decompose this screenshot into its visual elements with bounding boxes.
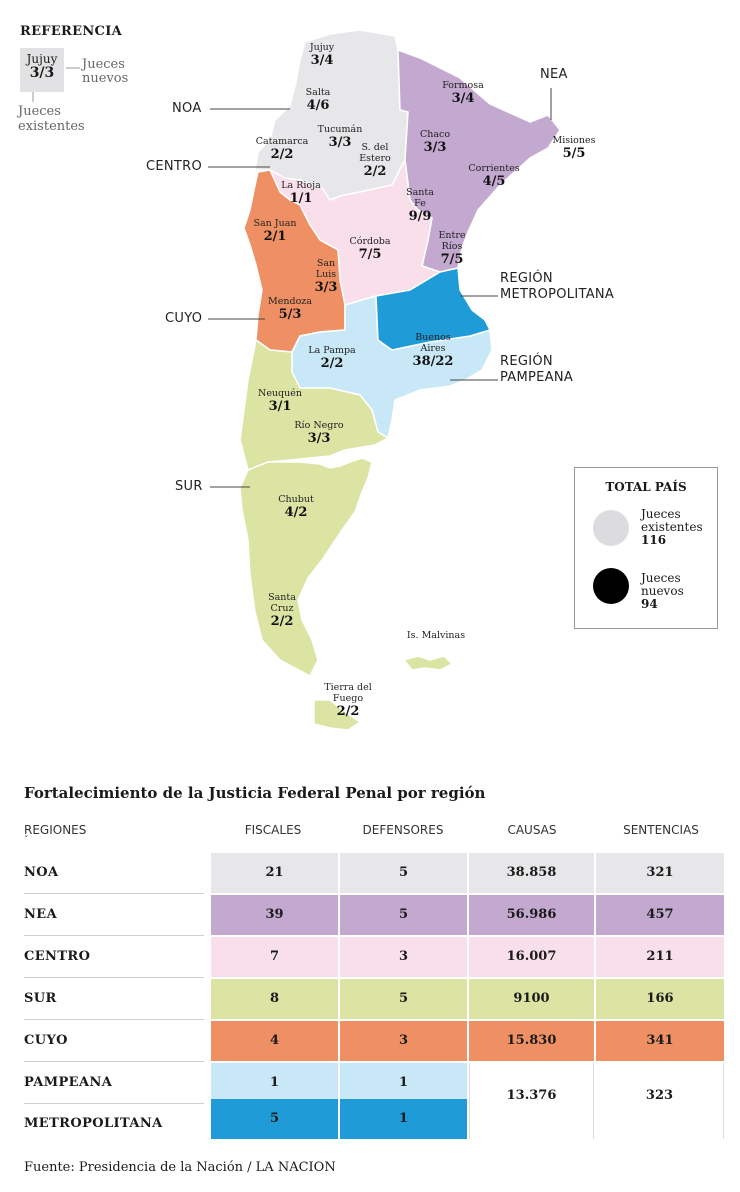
legend-new-label: Jueces nuevos — [82, 57, 129, 86]
province-tucuman: Tucumán 3/3 — [317, 124, 363, 150]
new-judges-dot — [593, 568, 629, 604]
legend-connectors — [66, 67, 80, 69]
row-divider — [24, 977, 204, 978]
legend-connector-existing — [32, 92, 34, 102]
total-new: Jueces nuevos 94 — [641, 572, 711, 611]
legend-sample-value: 3/3 — [29, 65, 55, 81]
province-la-pampa: La Pampa 2/2 — [308, 345, 356, 371]
legend-existing-label: Jueces existentes — [18, 104, 85, 134]
province-misiones: Misiones 5/5 — [552, 135, 596, 161]
row-divider — [24, 935, 204, 936]
cell-noa-sentencias: 321 — [596, 853, 724, 893]
cell-centro-sentencias: 211 — [596, 937, 724, 977]
region-label-sur: SUR — [175, 479, 203, 494]
province-corrientes: Corrientes 4/5 — [468, 163, 520, 189]
header-fiscales: FISCALES — [244, 823, 302, 837]
province-san-luis: San Luis 3/3 — [314, 258, 338, 295]
header-sentencias: SENTENCIAS — [623, 823, 699, 837]
region-label-cuyo: CUYO — [165, 311, 203, 326]
cell-metropolitana-fiscales: 5 — [211, 1099, 338, 1139]
row-divider — [24, 1103, 204, 1104]
region-label-pampeana: REGIÓN PAMPEANA — [500, 354, 574, 385]
malvinas-shape — [403, 655, 453, 671]
source-note: Fuente: Presidencia de la Nación / LA NA… — [24, 1160, 336, 1175]
row-label-noa: NOA — [24, 865, 59, 880]
cell-pampeana-fiscales: 1 — [211, 1063, 338, 1103]
province-entre-rios: Entre Ríos 7/5 — [438, 230, 466, 267]
province-santa-cruz: Santa Cruz 2/2 — [268, 592, 296, 629]
header-regiones: REGIONES — [24, 823, 87, 837]
total-new-value: 94 — [641, 597, 658, 611]
row-divider — [24, 1061, 204, 1062]
province-chaco: Chaco 3/3 — [419, 129, 451, 155]
region-label-metropolitana: REGIÓN METROPOLITANA — [500, 271, 615, 302]
province-tierra-del-fuego: Tierra del Fuego 2/2 — [324, 682, 372, 719]
province-santiago-del-estero: S. del Estero 2/2 — [359, 142, 391, 179]
cell-sur-causas: 9100 — [469, 979, 594, 1019]
region-label-noa: NOA — [172, 101, 202, 116]
cell-nea-sentencias: 457 — [596, 895, 724, 935]
cell-noa-causas: 38.858 — [469, 853, 594, 893]
province-jujuy: Jujuy 3/4 — [309, 42, 335, 68]
province-mendoza: Mendoza 5/3 — [268, 296, 312, 322]
province-neuquen: Neuquén 3/1 — [258, 388, 302, 414]
row-label-sur: SUR — [24, 991, 57, 1006]
region-sur-tdf-shape — [313, 699, 361, 731]
province-chubut: Chubut 4/2 — [278, 494, 314, 520]
header-causas: CAUSAS — [507, 823, 557, 837]
cell-cuyo-fiscales: 4 — [211, 1021, 338, 1061]
total-existing-value: 116 — [641, 533, 667, 547]
province-rio-negro: Río Negro 3/3 — [294, 420, 344, 446]
cell-sur-sentencias: 166 — [596, 979, 724, 1019]
cell-centro-causas: 16.007 — [469, 937, 594, 977]
argentina-map — [208, 29, 561, 731]
province-formosa: Formosa 3/4 — [442, 80, 484, 106]
cell-sur-fiscales: 8 — [211, 979, 338, 1019]
province-buenos-aires: Buenos Aires 38/22 — [412, 332, 454, 369]
sort-chevron-icon[interactable]: ˇ — [24, 836, 29, 846]
total-pais-box: TOTAL PAÍS Jueces existentes 116 Jueces n… — [574, 467, 718, 629]
cell-sur-defensores: 5 — [340, 979, 467, 1019]
legend-sample-province: Jujuy — [26, 52, 58, 66]
cell-nea-causas: 56.986 — [469, 895, 594, 935]
total-title: TOTAL PAÍS — [605, 480, 687, 494]
cell-noa-fiscales: 21 — [211, 853, 338, 893]
legend-sample-box: Jujuy 3/3 — [20, 48, 64, 92]
province-malvinas: Is. Malvinas — [406, 630, 466, 641]
province-catamarca: Catamarca 2/2 — [255, 136, 309, 162]
province-la-rioja: La Rioja 1/1 — [281, 180, 321, 206]
row-label-metropolitana: METROPOLITANA — [24, 1116, 163, 1131]
legend-title: REFERENCIA — [20, 24, 122, 39]
cell-noa-defensores: 5 — [340, 853, 467, 893]
existing-judges-dot — [593, 510, 629, 546]
row-divider — [24, 1019, 204, 1020]
row-label-nea: NEA — [24, 907, 58, 922]
region-label-centro: CENTRO — [146, 159, 203, 174]
row-label-centro: CENTRO — [24, 949, 91, 964]
province-cordoba: Córdoba 7/5 — [349, 236, 391, 262]
cell-nea-fiscales: 39 — [211, 895, 338, 935]
province-san-juan: San Juan 2/1 — [253, 218, 297, 244]
table-title: Fortalecimiento de la Justicia Federal P… — [24, 784, 486, 802]
total-existing: Jueces existentes 116 — [641, 508, 711, 547]
province-santa-fe: Santa Fe 9/9 — [406, 187, 434, 224]
cell-pampeana-defensores: 1 — [340, 1063, 467, 1103]
cell-metropolitana-defensores: 1 — [340, 1099, 467, 1139]
cell-centro-defensores: 3 — [340, 937, 467, 977]
cell-nea-defensores: 5 — [340, 895, 467, 935]
header-defensores: DEFENSORES — [362, 823, 444, 837]
cell-cuyo-causas: 15.830 — [469, 1021, 594, 1061]
province-salta: Salta 4/6 — [305, 87, 331, 113]
row-label-pampeana: PAMPEANA — [24, 1075, 113, 1090]
row-label-cuyo: CUYO — [24, 1033, 68, 1048]
region-label-nea: NEA — [540, 67, 568, 82]
cell-cuyo-defensores: 3 — [340, 1021, 467, 1061]
cell-merged-causas: 13.376 — [469, 1063, 594, 1139]
cell-merged-sentencias: 323 — [596, 1063, 724, 1139]
region-sur-shape — [239, 339, 389, 677]
row-divider — [24, 893, 204, 894]
cell-centro-fiscales: 7 — [211, 937, 338, 977]
cell-cuyo-sentencias: 341 — [596, 1021, 724, 1061]
region-metropolitana-shape — [375, 267, 491, 351]
